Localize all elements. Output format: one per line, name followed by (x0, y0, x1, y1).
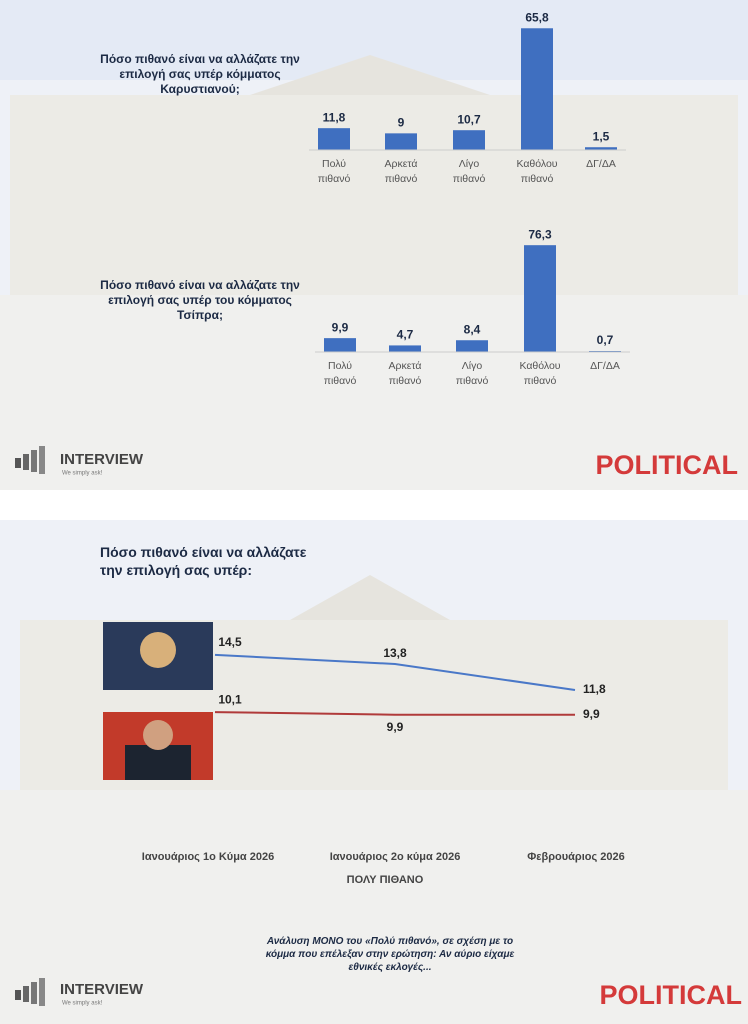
tagline: We simply ask! (62, 1001, 103, 1007)
value-label: 0,7 (597, 333, 614, 347)
footnote: Ανάλυση ΜΟΝΟ του «Πολύ πιθανό», σε σχέση… (265, 936, 515, 973)
logos: INTERVIEW We simply ask! POLITICAL INTER… (15, 446, 742, 1010)
x-axis-label: ΠΟΛΥ ΠΙΘΑΝΟ (347, 874, 424, 886)
value-label: 9,9 (583, 707, 600, 721)
bar (385, 133, 417, 150)
x-tick-label: ΔΓ/ΔΑ (590, 360, 620, 372)
value-label: 76,3 (528, 227, 552, 241)
bar (453, 130, 485, 150)
logo: POLITICAL (600, 980, 743, 1010)
photo-face (140, 632, 176, 668)
bar (389, 345, 421, 352)
x-tick-label: ΔΓ/ΔΑ (586, 158, 616, 170)
x-tick-label: Πολύ πιθανό (324, 360, 357, 387)
value-label: 11,8 (583, 682, 606, 696)
value-label: 4,7 (397, 328, 414, 342)
value-label: 9,9 (387, 720, 404, 734)
bar (521, 28, 553, 150)
bar (318, 128, 350, 150)
value-label: 9 (398, 116, 405, 130)
value-label: 11,8 (323, 110, 346, 124)
x-tick-label: Λίγο πιθανό (453, 158, 486, 185)
bar (585, 147, 617, 150)
x-tick-label: Αρκετά πιθανό (385, 158, 418, 185)
logo: POLITICAL (596, 450, 739, 480)
x-tick-label: Καθόλου πιθανό (516, 158, 557, 185)
value-label: 1,5 (593, 129, 610, 143)
value-label: 9,9 (332, 320, 349, 334)
value-label: 65,8 (525, 10, 549, 24)
chart-title: Πόσο πιθανό είναι να αλλάζατε την επιλογ… (100, 52, 300, 96)
photo-face (143, 720, 173, 750)
x-tick-label: Πολύ πιθανό (318, 158, 351, 185)
x-tick-label: Καθόλου πιθανό (519, 360, 560, 387)
x-tick-label: Λίγο πιθανό (456, 360, 489, 387)
slide-1-bg (0, 0, 748, 490)
x-tick-label: Ιανουάριος 2ο κύμα 2026 (330, 851, 461, 863)
x-tick-label: Φεβρουάριος 2026 (527, 851, 624, 863)
value-label: 13,8 (383, 646, 407, 660)
brand: INTERVIEW (60, 451, 144, 468)
value-label: 14,5 (218, 635, 242, 649)
line (214, 653, 576, 691)
bar (324, 338, 356, 352)
bar (524, 245, 556, 352)
value-label: 10,1 (218, 692, 242, 706)
x-tick-label: Ιανουάριος 1ο Κύμα 2026 (142, 851, 274, 863)
tagline: We simply ask! (62, 471, 103, 477)
bar (456, 340, 488, 352)
value-label: 8,4 (464, 322, 481, 336)
brand: INTERVIEW (60, 981, 144, 998)
chart-title: Πόσο πιθανό είναι να αλλάζατε την επιλογ… (100, 544, 307, 578)
x-tick-label: Αρκετά πιθανό (389, 360, 422, 387)
line (214, 711, 575, 716)
chart-title: Πόσο πιθανό είναι να αλλάζατε την επιλογ… (100, 278, 300, 322)
slide-2-bg (0, 520, 748, 1024)
photo-body (125, 745, 191, 780)
value-label: 10,7 (457, 112, 481, 126)
